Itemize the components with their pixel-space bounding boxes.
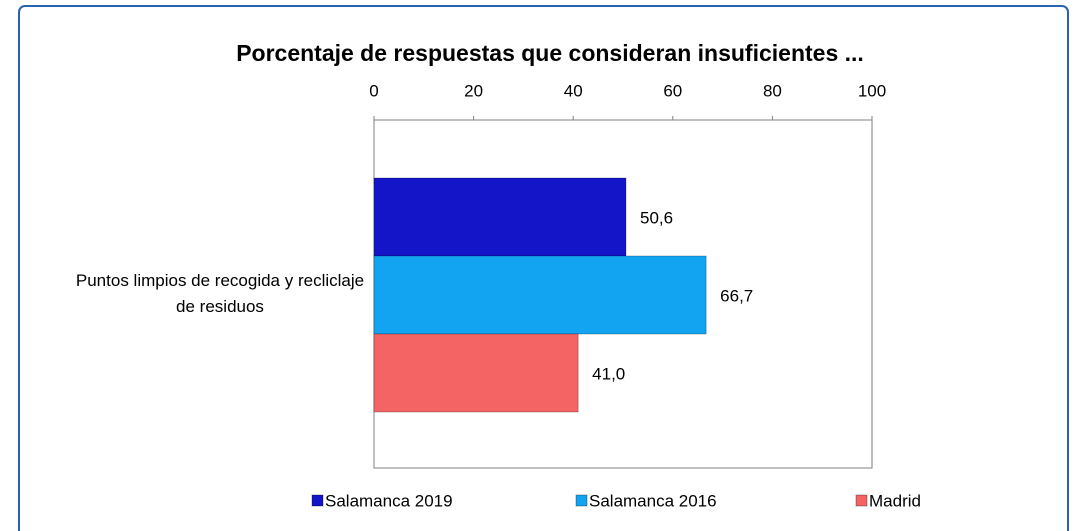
legend-swatch [311, 494, 324, 507]
x-tick-label: 100 [858, 81, 886, 100]
chart-title: Porcentaje de respuestas que consideran … [236, 40, 864, 66]
bar [373, 333, 579, 413]
data-label: 41,0 [592, 364, 625, 383]
x-tick-label: 80 [763, 81, 782, 100]
x-tick-label: 0 [369, 81, 378, 100]
x-tick-label: 60 [663, 81, 682, 100]
x-tick-label: 40 [564, 81, 583, 100]
data-label: 66,7 [720, 286, 753, 305]
x-tick-label: 20 [464, 81, 483, 100]
legend-label: Salamanca 2016 [589, 491, 717, 510]
legend-label: Madrid [869, 491, 921, 510]
bar [373, 255, 707, 335]
bar [373, 177, 627, 257]
legend-swatch [575, 494, 588, 507]
data-label: 50,6 [640, 208, 673, 227]
legend-swatch [855, 494, 868, 507]
y-tick-label: Puntos limpios de recogida y recliclaje … [75, 271, 365, 316]
legend-label: Salamanca 2019 [325, 491, 453, 510]
